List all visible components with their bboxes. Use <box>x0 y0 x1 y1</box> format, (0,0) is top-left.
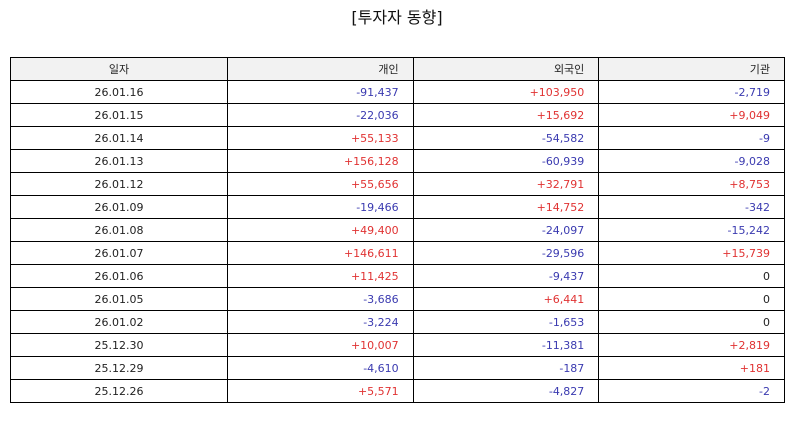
date-cell: 25.12.29 <box>10 356 228 380</box>
date-cell: 26.01.14 <box>10 126 228 150</box>
individual-cell: +55,133 <box>227 126 414 150</box>
date-cell: 26.01.06 <box>10 264 228 288</box>
individual-cell: -3,686 <box>227 287 414 311</box>
institution-cell: -2,719 <box>598 80 785 104</box>
foreigner-cell: -29,596 <box>412 241 600 265</box>
date-cell: 26.01.13 <box>10 149 228 173</box>
table-row: 26.01.15 -22,036 +15,692 +9,049 <box>10 103 785 127</box>
institution-cell: -15,242 <box>598 218 785 242</box>
foreigner-cell: +6,441 <box>412 287 600 311</box>
table-row: 26.01.07 +146,611 -29,596 +15,739 <box>10 241 785 265</box>
header-institution: 기관 <box>598 57 785 81</box>
individual-cell: -4,610 <box>227 356 414 380</box>
institution-cell: +9,049 <box>598 103 785 127</box>
header-individual: 개인 <box>227 57 414 81</box>
institution-cell: -9 <box>598 126 785 150</box>
individual-cell: +10,007 <box>227 333 414 357</box>
institution-cell: +15,739 <box>598 241 785 265</box>
table-row: 26.01.13 +156,128 -60,939 -9,028 <box>10 149 785 173</box>
date-cell: 26.01.12 <box>10 172 228 196</box>
table-row: 26.01.05 -3,686 +6,441 0 <box>10 287 785 311</box>
foreigner-cell: -60,939 <box>412 149 600 173</box>
foreigner-cell: +32,791 <box>412 172 600 196</box>
institution-cell: 0 <box>598 264 785 288</box>
individual-cell: -19,466 <box>227 195 414 219</box>
institution-cell: +181 <box>598 356 785 380</box>
table-row: 26.01.12 +55,656 +32,791 +8,753 <box>10 172 785 196</box>
institution-cell: 0 <box>598 310 785 334</box>
table-row: 25.12.29 -4,610 -187 +181 <box>10 356 785 380</box>
date-cell: 26.01.15 <box>10 103 228 127</box>
institution-cell: -342 <box>598 195 785 219</box>
foreigner-cell: +103,950 <box>412 80 600 104</box>
individual-cell: -22,036 <box>227 103 414 127</box>
table-row: 25.12.26 +5,571 -4,827 -2 <box>10 379 785 403</box>
institution-cell: 0 <box>598 287 785 311</box>
foreigner-cell: -187 <box>412 356 600 380</box>
table-row: 26.01.06 +11,425 -9,437 0 <box>10 264 785 288</box>
date-cell: 26.01.09 <box>10 195 228 219</box>
date-cell: 26.01.05 <box>10 287 228 311</box>
table-row: 26.01.09 -19,466 +14,752 -342 <box>10 195 785 219</box>
foreigner-cell: -9,437 <box>412 264 600 288</box>
foreigner-cell: -54,582 <box>412 126 600 150</box>
institution-cell: -2 <box>598 379 785 403</box>
foreigner-cell: -4,827 <box>412 379 600 403</box>
header-foreigner: 외국인 <box>412 57 600 81</box>
table-row: 26.01.02 -3,224 -1,653 0 <box>10 310 785 334</box>
individual-cell: +156,128 <box>227 149 414 173</box>
table-row: 25.12.30 +10,007 -11,381 +2,819 <box>10 333 785 357</box>
date-cell: 26.01.16 <box>10 80 228 104</box>
page-title: [투자자 동향] <box>351 8 443 27</box>
date-cell: 26.01.07 <box>10 241 228 265</box>
individual-cell: -91,437 <box>227 80 414 104</box>
date-cell: 26.01.02 <box>10 310 228 334</box>
foreigner-cell: +15,692 <box>412 103 600 127</box>
individual-cell: +11,425 <box>227 264 414 288</box>
table-row: 26.01.14 +55,133 -54,582 -9 <box>10 126 785 150</box>
investor-trend-table: 일자 개인 외국인 기관 26.01.16 -91,437 +103,950 -2,7… <box>10 57 785 403</box>
institution-cell: -9,028 <box>598 149 785 173</box>
individual-cell: +5,571 <box>227 379 414 403</box>
date-cell: 26.01.08 <box>10 218 228 242</box>
foreigner-cell: -11,381 <box>412 333 600 357</box>
foreigner-cell: -1,653 <box>412 310 600 334</box>
table-row: 26.01.16 -91,437 +103,950 -2,719 <box>10 80 785 104</box>
institution-cell: +2,819 <box>598 333 785 357</box>
date-cell: 25.12.26 <box>10 379 228 403</box>
foreigner-cell: +14,752 <box>412 195 600 219</box>
individual-cell: +146,611 <box>227 241 414 265</box>
date-cell: 25.12.30 <box>10 333 228 357</box>
table-row: 26.01.08 +49,400 -24,097 -15,242 <box>10 218 785 242</box>
individual-cell: -3,224 <box>227 310 414 334</box>
table-header-row: 일자 개인 외국인 기관 <box>10 57 785 81</box>
institution-cell: +8,753 <box>598 172 785 196</box>
individual-cell: +49,400 <box>227 218 414 242</box>
foreigner-cell: -24,097 <box>412 218 600 242</box>
header-date: 일자 <box>10 57 228 81</box>
individual-cell: +55,656 <box>227 172 414 196</box>
